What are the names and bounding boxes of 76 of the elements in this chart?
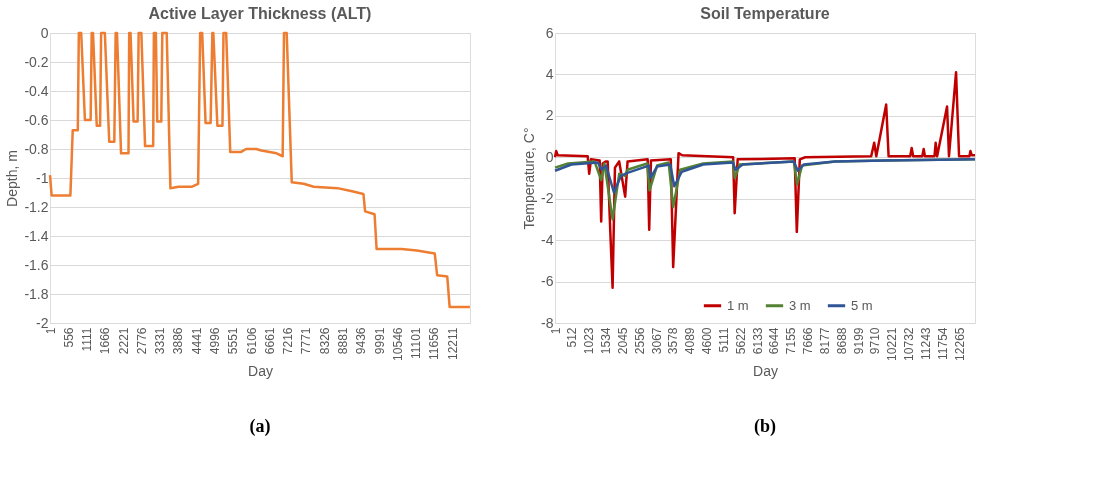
x-tick-label: 9710 — [868, 327, 883, 355]
x-tick-label: 3886 — [171, 327, 186, 355]
x-tick-label: 2221 — [116, 327, 131, 355]
x-axis-title: Day — [753, 362, 778, 379]
x-tick-label: 3578 — [666, 327, 681, 355]
x-tick-label: 5622 — [733, 327, 748, 355]
x-tick-label: 7155 — [784, 327, 799, 355]
y-tick-label: -4 — [541, 231, 554, 248]
text: (a) — [249, 416, 271, 437]
y-tick-label: -6 — [541, 273, 554, 290]
x-tick-label: 11656 — [427, 327, 442, 360]
x-tick-label: 8688 — [834, 327, 849, 355]
x-tick-label: 8326 — [317, 327, 332, 355]
legend-label: 3 m — [789, 297, 811, 313]
x-tick-label: 1023 — [582, 327, 597, 355]
x-axis-title: Day — [248, 362, 273, 379]
x-tick-label: 6661 — [262, 327, 277, 355]
x-tick-label: 4600 — [700, 327, 715, 355]
x-tick-label: 8881 — [336, 327, 351, 355]
chart-title: Soil Temperature — [700, 5, 830, 22]
x-tick-label: 4996 — [208, 327, 223, 355]
x-tick-label: 3331 — [153, 327, 168, 355]
y-tick-label: -2 — [541, 190, 554, 207]
x-tick-label: 11243 — [918, 327, 933, 360]
chart-title: Active Layer Thickness (ALT) — [148, 5, 372, 22]
x-tick-label: 5111 — [716, 327, 731, 353]
x-tick-label: 9199 — [851, 327, 866, 355]
legend-label: 1 m — [727, 297, 749, 313]
x-tick-label: 10732 — [902, 327, 917, 361]
y-tick-label: -1 — [36, 169, 49, 186]
y-tick-label: 2 — [545, 107, 554, 124]
y-tick-label: 6 — [545, 24, 554, 41]
x-tick-label: 12265 — [952, 327, 967, 361]
y-tick-label: -0.8 — [24, 140, 49, 157]
line-series — [553, 158, 977, 194]
legend-label: 5 m — [851, 297, 873, 313]
x-tick-label: 7771 — [299, 327, 314, 355]
y-axis-title: Temperature, C° — [521, 127, 538, 230]
x-tick-label: 11101 — [409, 327, 424, 360]
x-tick-label: 1534 — [599, 327, 613, 355]
y-tick-label: -1.2 — [24, 198, 49, 215]
y-tick-label: -0.2 — [24, 53, 49, 70]
y-tick-label: -0.4 — [24, 82, 49, 99]
x-tick-label: 6133 — [750, 327, 765, 355]
x-tick-label: 556 — [61, 327, 76, 348]
x-tick-label: 4441 — [189, 327, 204, 355]
x-tick-label: 10221 — [885, 327, 900, 361]
y-tick-label: 0 — [545, 148, 554, 165]
x-tick-label: 8177 — [817, 327, 832, 355]
x-tick-label: 7666 — [801, 327, 816, 355]
y-tick-label: 0 — [40, 24, 49, 41]
text: (b) — [754, 416, 776, 437]
x-tick-label: 6644 — [767, 327, 782, 355]
x-tick-label: 9991 — [372, 327, 387, 355]
x-tick-label: 4089 — [683, 327, 698, 355]
y-tick-label: -0.6 — [24, 111, 49, 128]
x-tick-label: 11754 — [935, 327, 950, 360]
x-tick-label: 9436 — [354, 327, 369, 355]
x-tick-label: 1111 — [80, 327, 95, 352]
x-tick-label: 3067 — [649, 327, 664, 355]
x-tick-label: 2776 — [134, 327, 149, 355]
x-tick-label: 6106 — [244, 327, 259, 355]
x-tick-label: 5551 — [226, 327, 241, 355]
line-series — [48, 31, 472, 309]
y-tick-label: -1.6 — [24, 256, 49, 273]
x-tick-label: 7216 — [281, 327, 296, 355]
x-tick-label: 1666 — [98, 327, 113, 355]
x-tick-label: 2045 — [615, 327, 630, 355]
y-tick-label: 4 — [545, 65, 554, 82]
y-tick-label: -1.8 — [24, 285, 49, 302]
x-tick-label: 512 — [565, 327, 580, 348]
x-tick-label: 2556 — [632, 327, 647, 355]
y-tick-label: -1.4 — [24, 227, 49, 244]
x-tick-label: 10546 — [390, 327, 405, 361]
y-axis-title: Depth, m — [4, 150, 21, 207]
x-tick-label: 12211 — [445, 327, 460, 360]
